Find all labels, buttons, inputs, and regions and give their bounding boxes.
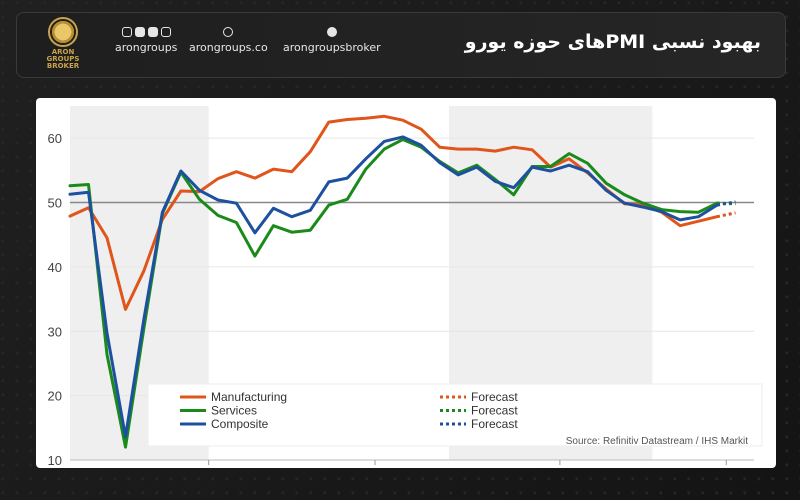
social-group-arongroups[interactable]: arongroups <box>115 27 177 54</box>
other-icon[interactable] <box>160 27 171 37</box>
globe-icon[interactable] <box>223 27 234 37</box>
youtube-icon[interactable] <box>134 27 145 37</box>
logo-emblem-icon <box>48 17 78 47</box>
social-label-website: arongroups.co <box>189 41 268 54</box>
y-tick-label-30: 30 <box>48 324 62 339</box>
social-group-telegram[interactable]: arongroupsbroker <box>283 27 381 54</box>
telegram-icon[interactable] <box>326 27 337 37</box>
social-label-telegram: arongroupsbroker <box>283 41 381 54</box>
linkedin-icon[interactable] <box>147 27 158 37</box>
social-label-arongroups: arongroups <box>115 41 178 54</box>
legend-label-0: Manufacturing <box>211 390 287 404</box>
series-line-composite <box>68 135 719 439</box>
aron-groups-logo[interactable]: ARON GROUPS BROKER <box>35 17 91 73</box>
y-tick-label-40: 40 <box>48 260 62 275</box>
legend-box <box>147 383 763 447</box>
y-tick-label-50: 50 <box>48 196 62 211</box>
chart-card: 10 20 30 40 50 60 Manufacturing Services Compos… <box>36 98 776 468</box>
legend-label-1: Services <box>211 404 257 418</box>
legend-label-3: Forecast <box>471 390 518 404</box>
source-note: Source: Refinitiv Datastream / IHS Marki… <box>566 436 748 447</box>
pmi-chart: 10 20 30 40 50 60 ManufacturingServicesCompos… <box>48 106 763 468</box>
forecast-line-manufacturing <box>716 211 736 219</box>
y-tick-label-10: 10 <box>48 453 62 468</box>
legend-label-5: Forecast <box>471 417 518 431</box>
header-bar: ARON GROUPS BROKER arongroups arongroups… <box>16 12 786 78</box>
y-tick-label-20: 20 <box>48 389 62 404</box>
logo-text: ARON GROUPS BROKER <box>46 48 80 70</box>
instagram-icon[interactable] <box>121 27 132 37</box>
legend-label-4: Forecast <box>471 404 518 418</box>
social-group-website[interactable]: arongroups.co <box>189 27 268 54</box>
y-tick-label-60: 60 <box>48 131 62 146</box>
page-title: بهبود نسبی PMIهای حوزه یورو <box>464 31 761 53</box>
legend-label-2: Composite <box>211 417 269 431</box>
